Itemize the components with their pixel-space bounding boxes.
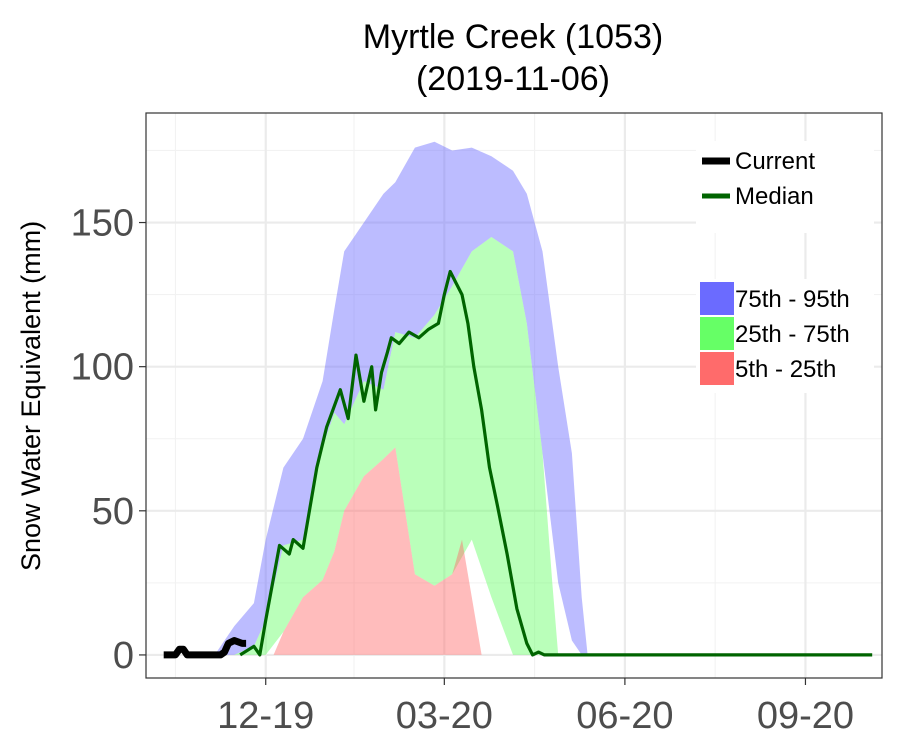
legend-75-95-label: 75th - 95th	[735, 286, 850, 313]
band-75-95-area	[214, 141, 588, 655]
band-25-75-area	[234, 237, 559, 655]
series-lines	[163, 269, 873, 659]
legend-25-75-swatch	[700, 317, 734, 350]
y-tick-label: 100	[71, 347, 134, 389]
y-axis-label: Snow Water Equivalent (mm)	[16, 221, 46, 571]
legend-25-75-label: 25th - 75th	[735, 321, 850, 348]
percentile-bands	[214, 141, 588, 655]
x-tick-label: 12-19	[217, 695, 314, 737]
x-tick-label: 03-20	[396, 695, 493, 737]
chart-title: Myrtle Creek (1053)	[363, 18, 663, 56]
minor-gridlines	[146, 113, 882, 678]
x-tick-label: 06-20	[576, 695, 673, 737]
x-axis: 12-19 03-20 06-20 09-20	[217, 678, 854, 737]
band-5-25-area	[273, 447, 482, 655]
legend-75-95-swatch	[700, 282, 734, 315]
y-tick-label: 0	[113, 635, 134, 677]
median-line	[239, 269, 873, 657]
legend-median-label: Median	[735, 183, 814, 210]
legend: Current Median 75th - 95th 25th - 75th 5…	[696, 141, 874, 393]
y-tick-label: 150	[71, 203, 134, 245]
legend-current-label: Current	[735, 148, 815, 175]
plot-border	[145, 112, 883, 679]
legend-5-25-label: 5th - 25th	[735, 356, 836, 383]
legend-background	[696, 141, 874, 233]
y-axis: 0 50 100 150	[71, 203, 146, 677]
x-tick-label: 09-20	[757, 695, 854, 737]
chart-subtitle: (2019-11-06)	[416, 60, 610, 98]
legend-5-25-swatch	[700, 352, 734, 385]
current-line	[163, 637, 247, 659]
y-tick-label: 50	[92, 491, 134, 533]
